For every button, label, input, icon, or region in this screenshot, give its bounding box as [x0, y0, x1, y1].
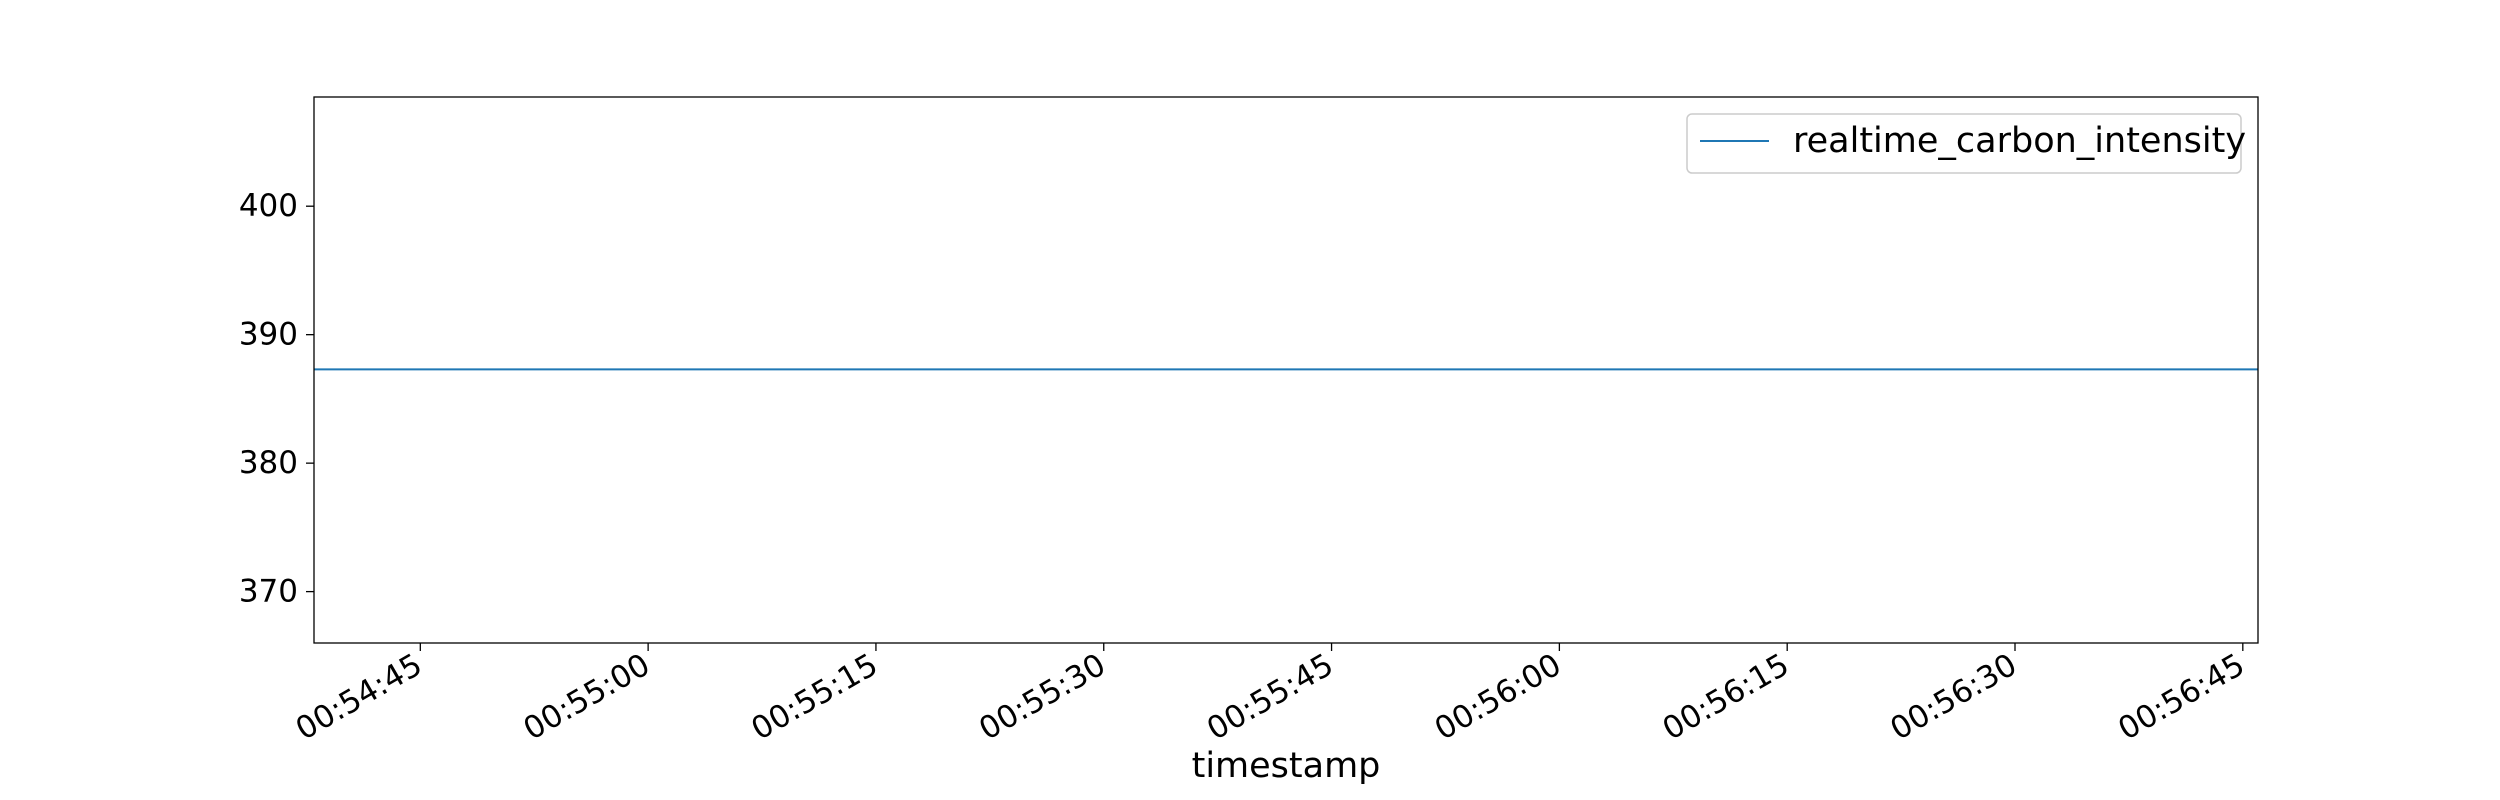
y-tick-label: 390 — [239, 317, 298, 353]
x-tick-label: 00:54:45 — [290, 647, 429, 748]
x-tick-label: 00:55:15 — [745, 647, 884, 748]
x-tick-label: 00:56:45 — [2112, 647, 2251, 748]
x-tick-label: 00:55:30 — [973, 647, 1112, 748]
x-axis-label: timestamp — [1192, 746, 1381, 786]
legend: realtime_carbon_intensity — [1686, 113, 2246, 174]
x-tick-label: 00:56:00 — [1429, 647, 1568, 748]
legend-label: realtime_carbon_intensity — [1793, 121, 2246, 161]
y-tick-label: 370 — [239, 574, 298, 610]
x-tick-label: 00:55:00 — [518, 647, 657, 748]
x-axis: 00:54:45 00:55:00 00:55:15 00:55:30 00:55:45… — [290, 643, 2251, 748]
x-tick-label: 00:55:45 — [1201, 647, 1340, 748]
y-axis: 370 380 390 400 — [239, 188, 314, 610]
x-tick-label: 00:56:30 — [1884, 647, 2023, 748]
y-tick-label: 400 — [239, 188, 298, 224]
plot-frame — [313, 96, 2259, 644]
x-tick-label: 00:56:15 — [1657, 647, 1796, 748]
y-tick-label: 380 — [239, 445, 298, 481]
legend-box — [1686, 113, 2242, 174]
